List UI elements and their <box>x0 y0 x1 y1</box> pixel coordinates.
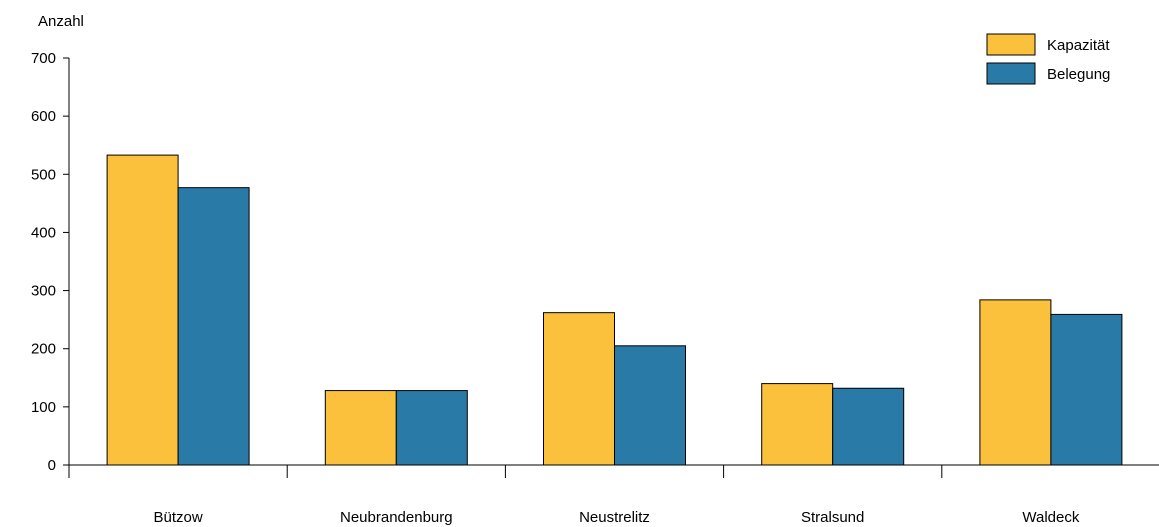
x-tick-label: Bützow <box>153 509 202 526</box>
bar-kapazitaet <box>106 154 179 466</box>
bar-belegung <box>832 387 905 466</box>
x-tick-label: Neustrelitz <box>579 509 650 526</box>
x-axis-ticks: Bützow Neubrandenburg Neustrelitz Stralsund… <box>68 465 1080 526</box>
bar-kapazitaet <box>761 383 834 466</box>
bars <box>106 154 1123 466</box>
legend-label: Kapazität <box>1047 37 1110 54</box>
y-tick-label: 100 <box>31 399 56 416</box>
bar-kapazitaet <box>324 390 397 466</box>
legend: Kapazität Belegung <box>986 33 1110 85</box>
y-axis-title: Anzahl <box>38 13 84 30</box>
y-tick-label: 700 <box>31 50 56 67</box>
y-tick-label: 600 <box>31 108 56 125</box>
y-axis-ticks: 0 100 200 300 400 500 600 700 <box>31 50 69 474</box>
x-tick-label: Neubrandenburg <box>340 509 453 526</box>
y-tick-label: 400 <box>31 224 56 241</box>
legend-swatch <box>986 33 1036 56</box>
bar-belegung <box>1050 313 1123 466</box>
y-tick-label: 200 <box>31 341 56 358</box>
bar-belegung <box>395 390 468 466</box>
x-tick-label: Waldeck <box>1022 509 1079 526</box>
bar-kapazitaet <box>979 299 1052 466</box>
y-tick-label: 300 <box>31 283 56 300</box>
y-tick-label: 0 <box>48 457 56 474</box>
bar-kapazitaet <box>543 312 615 466</box>
x-tick-label: Stralsund <box>801 509 864 526</box>
bar-belegung <box>177 187 250 466</box>
bar-belegung <box>614 345 686 466</box>
y-tick-label: 500 <box>31 166 56 183</box>
legend-label: Belegung <box>1047 66 1110 83</box>
legend-swatch <box>986 62 1036 85</box>
